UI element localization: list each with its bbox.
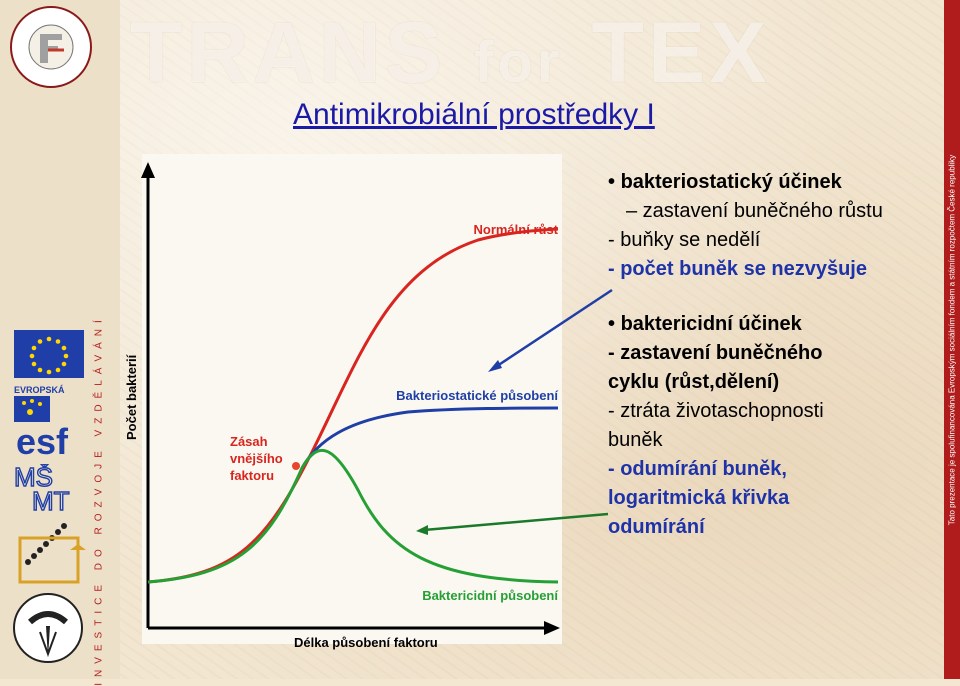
series-bacteriostatic bbox=[300, 406, 559, 469]
arrow-bacteriostatic bbox=[493, 288, 613, 370]
bullet-block-2: • baktericidní účinek - zastavení buněčn… bbox=[608, 310, 883, 542]
growth-chart: Normální růst Bakteriostatické působení … bbox=[124, 154, 562, 650]
annotation-line-3: faktoru bbox=[230, 468, 274, 483]
bullet-2-line-3: - ztráta životaschopnosti bbox=[608, 400, 824, 422]
y-axis-label: Počet bakterií bbox=[124, 354, 139, 440]
bullet-1-title-text: bakteriostatický účinek bbox=[620, 171, 842, 193]
arrow-head-green-icon bbox=[416, 525, 428, 535]
intervention-point bbox=[292, 462, 300, 470]
bullet-2-line-1: - zastavení buněčného bbox=[608, 342, 823, 364]
x-axis-arrow-icon bbox=[544, 621, 560, 635]
investment-logo bbox=[18, 523, 86, 584]
arrow-head-blue-icon bbox=[488, 360, 502, 372]
series-bactericidal bbox=[147, 449, 559, 584]
esf-logo: esf bbox=[12, 394, 86, 462]
svg-text:esf: esf bbox=[16, 421, 69, 458]
bullet-block-1: • bakteriostatický účinek – zastavení bu… bbox=[608, 168, 883, 284]
legend-bactericidal: Baktericidní působení bbox=[422, 588, 558, 603]
legend-bacteriostatic: Bakteriostatické působení bbox=[396, 388, 558, 403]
bullet-2-line-2: cyklu (růst,dělení) bbox=[608, 371, 780, 393]
banner-word-for: for bbox=[474, 30, 564, 95]
bullet-1-line-3: - počet buněk se nezvyšuje bbox=[608, 258, 867, 280]
annotation-line-1: Zásah bbox=[230, 434, 268, 449]
funding-strip: Tato prezentace je spolufinancována Evro… bbox=[944, 0, 960, 679]
bullet-1-title: • bakteriostatický účinek bbox=[608, 171, 842, 193]
bullet-content: • bakteriostatický účinek – zastavení bu… bbox=[608, 168, 883, 568]
arrow-bactericidal bbox=[423, 512, 609, 532]
y-axis-arrow-icon bbox=[141, 162, 155, 178]
seal-logo bbox=[13, 593, 83, 663]
bullet-2-title-text: baktericidní účinek bbox=[620, 313, 802, 335]
university-logo bbox=[10, 6, 92, 88]
x-axis-label: Délka působení faktoru bbox=[294, 635, 438, 650]
bullet-2-title: • baktericidní účinek bbox=[608, 313, 802, 335]
banner-word-trans: TRANS bbox=[130, 5, 447, 101]
legend-normal: Normální růst bbox=[473, 222, 558, 237]
bullet-2-line-5: - odumírání buněk, bbox=[608, 458, 787, 480]
bullet-1-line-1: – zastavení buněčného růstu bbox=[626, 200, 883, 222]
slide-title: Antimikrobiální prostředky I bbox=[293, 98, 655, 131]
eu-flag-icon bbox=[14, 330, 84, 378]
series-normal bbox=[147, 227, 559, 584]
esf-icon: esf bbox=[14, 396, 69, 462]
bullet-1-line-2: - buňky se nedělí bbox=[608, 229, 761, 251]
bullet-2-line-4: buněk bbox=[608, 429, 663, 451]
msmt-logo: MŠ MT bbox=[13, 461, 84, 516]
svg-text:MT: MT bbox=[32, 486, 70, 514]
annotation-line-2: vnějšího bbox=[230, 451, 283, 466]
bullet-2-line-7: odumírání bbox=[608, 516, 705, 538]
banner-word-tex: TEX bbox=[591, 5, 771, 101]
svg-text:MŠ: MŠ bbox=[14, 464, 53, 492]
banner: TRANS for TEX bbox=[130, 4, 771, 103]
msmt-icon: MŠ MT bbox=[13, 461, 70, 516]
bullet-2-line-6: logaritmická křivka bbox=[608, 487, 790, 509]
